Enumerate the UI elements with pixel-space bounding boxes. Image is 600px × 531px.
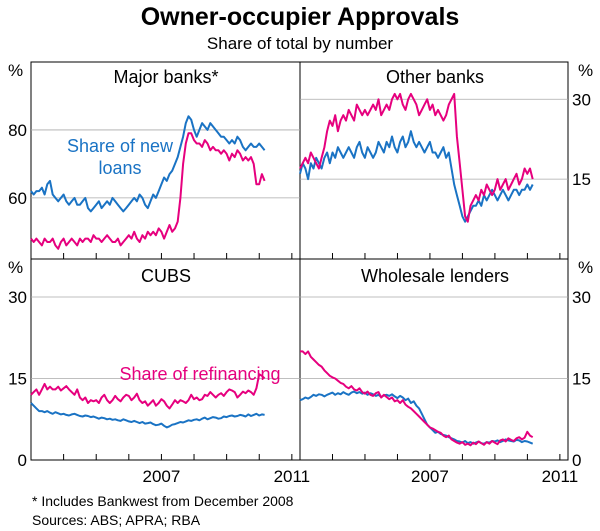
series-line-refi (299, 92, 534, 223)
y-tick-label: 15 (572, 370, 591, 389)
y-tick-label: 15 (8, 370, 27, 389)
annotation-label: Share of new (67, 136, 174, 156)
series-line-refi (30, 373, 266, 410)
y-unit-label: % (8, 61, 23, 80)
y-unit-label: % (578, 258, 593, 277)
x-tick-label: 2007 (411, 467, 449, 486)
chart-title: Owner-occupier Approvals (141, 3, 460, 31)
footnote: * Includes Bankwest from December 2008 (32, 493, 294, 509)
panel-title: Major banks* (113, 67, 218, 87)
y-tick-label: 60 (8, 189, 27, 208)
series-line-new (299, 130, 534, 223)
chart-subtitle: Share of total by number (207, 34, 394, 53)
panel-title: Wholesale lenders (361, 266, 509, 286)
panel-title: Other banks (386, 67, 484, 87)
x-tick-label: 2011 (274, 467, 311, 486)
y-tick-label: 30 (572, 90, 591, 109)
y-tick-label: 30 (572, 288, 591, 307)
x-tick-label: 2007 (143, 467, 181, 486)
series-line-new (30, 115, 266, 213)
series-line-new (299, 390, 534, 445)
y-unit-label: % (578, 61, 593, 80)
y-tick-label: 30 (8, 288, 27, 307)
y-tick-label: 15 (572, 170, 591, 189)
panel-title: CUBS (141, 266, 191, 286)
y-unit-label: % (8, 258, 23, 277)
y-tick-label: 0 (18, 451, 27, 470)
series-line-refi (300, 350, 534, 447)
x-tick-label: 2011 (542, 467, 579, 486)
sources: Sources: ABS; APRA; RBA (32, 512, 201, 528)
y-tick-label: 0 (572, 451, 581, 470)
y-tick-label: 80 (8, 121, 27, 140)
annotation-label: loans (98, 158, 141, 178)
annotation-label: Share of refinancing (119, 364, 280, 384)
series-line-refi (30, 132, 266, 250)
series-line-new (30, 402, 265, 429)
